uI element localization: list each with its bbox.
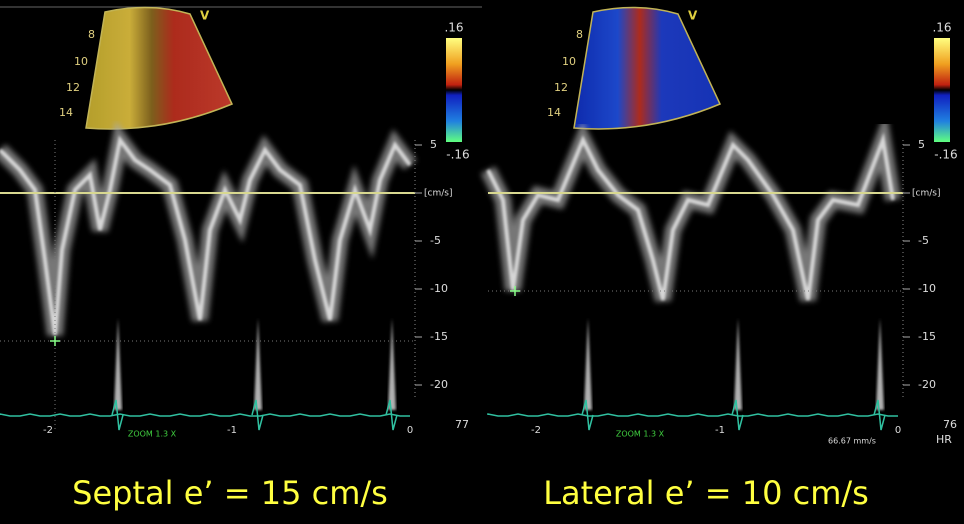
ecg-trace: [0, 413, 410, 417]
velocity-label: -5: [918, 234, 929, 247]
zoom-label: ZOOM 1.3 X: [128, 430, 177, 439]
artifact-spike: [254, 318, 262, 410]
sector-label: V: [200, 9, 210, 23]
velocity-label: -20: [918, 378, 936, 391]
color-scale-min: -.16: [446, 148, 469, 162]
time-label: 0: [407, 425, 413, 436]
artifact-spike: [734, 318, 742, 410]
artifact-spike: [876, 318, 884, 410]
ecg-trace: [487, 413, 898, 417]
doppler-core: [0, 135, 412, 336]
zoom-label: ZOOM 1.3 X: [616, 430, 665, 439]
measure-cross: [510, 286, 520, 296]
ecg-qrs: [251, 399, 264, 431]
color-bar: [934, 38, 950, 142]
artifact-spike: [388, 318, 396, 410]
color-scale-min: -.16: [934, 148, 957, 162]
artifact-spike: [584, 318, 592, 410]
velocity-label: -10: [918, 282, 936, 295]
velocity-label: [cm/s]: [912, 189, 940, 199]
sector-image: [573, 6, 722, 130]
velocity-label: -10: [430, 282, 448, 295]
ecg-qrs: [731, 399, 744, 431]
velocity-label: 5: [918, 138, 925, 151]
color-scale-max: .16: [444, 21, 463, 35]
heart-rate: 76: [943, 418, 957, 431]
depth-label: 8: [88, 28, 95, 41]
velocity-label: 5: [430, 138, 437, 151]
ecg-qrs: [111, 399, 124, 431]
artifact-spike: [114, 318, 122, 410]
velocity-label: -5: [430, 234, 441, 247]
sector-label: V: [688, 9, 698, 23]
depth-label: 10: [562, 55, 576, 68]
depth-label: 12: [66, 81, 80, 94]
time-label: -1: [227, 425, 237, 436]
depth-label: 14: [59, 106, 73, 119]
velocity-label: -15: [918, 330, 936, 343]
velocity-label: -15: [430, 330, 448, 343]
ecg-qrs: [581, 399, 594, 431]
time-label: -1: [715, 425, 725, 436]
depth-label: 14: [547, 106, 561, 119]
depth-label: 10: [74, 55, 88, 68]
depth-label: 8: [576, 28, 583, 41]
caption: Septal e’ = 15 cm/s: [72, 474, 388, 512]
ecg-qrs: [385, 399, 398, 431]
ecg-qrs: [873, 399, 886, 431]
time-label: 0: [895, 425, 901, 436]
sweep-label: 66.67 mm/s: [828, 437, 876, 446]
depth-label: 12: [554, 81, 568, 94]
caption: Lateral e’ = 10 cm/s: [543, 474, 869, 512]
color-scale-max: .16: [932, 21, 951, 35]
velocity-label: -20: [430, 378, 448, 391]
velocity-label: [cm/s]: [424, 189, 452, 199]
time-label: -2: [43, 425, 53, 436]
hr-label: HR: [936, 433, 952, 446]
time-label: -2: [531, 425, 541, 436]
heart-rate: 77: [455, 418, 469, 431]
measure-cross: [50, 336, 60, 346]
doppler-core: [486, 132, 895, 301]
color-bar: [446, 38, 462, 142]
